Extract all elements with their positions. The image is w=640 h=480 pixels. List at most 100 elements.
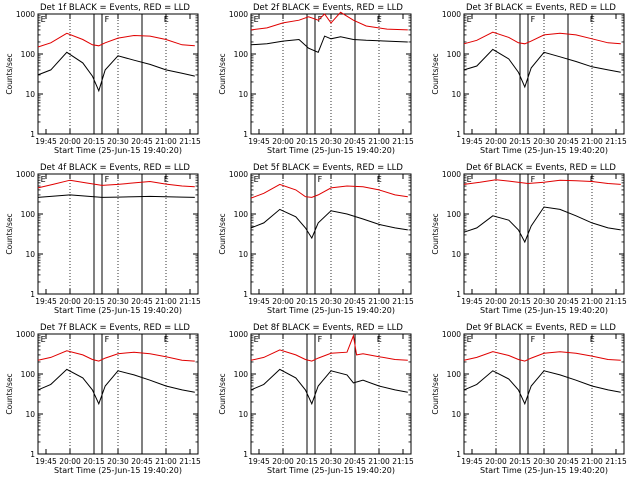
x-axis-label: Start Time (25-Jun-15 19:40:20) [480,306,608,315]
y-axis-label: Counts/sec [431,53,440,94]
series-line-lld [463,31,621,45]
flag-label: E [377,335,382,344]
flag-label: F [318,175,323,184]
flag-label: F [318,15,323,24]
y-tick-label: 1000 [442,330,461,339]
chart-title: Det 2f BLACK = Events, RED = LLD [253,3,403,13]
flag-label: E [467,175,472,184]
series-line-events [37,194,195,198]
y-tick-label: 1000 [229,10,248,19]
x-tick-label: 19:45 [35,297,57,306]
x-tick-label: 21:00 [368,297,390,306]
series-line-events [463,206,621,244]
x-tick-label: 20:45 [131,137,153,146]
y-tick-label: 10 [238,250,248,259]
y-tick-label: 10 [238,410,248,419]
chart-panel-5: Det 5f BLACK = Events, RED = LLD E F E 1 10 10… [218,163,414,315]
y-tick-label: 1 [456,130,461,139]
y-tick-label: 1000 [16,170,35,179]
x-tick-label: 20:30 [320,137,342,146]
x-tick-label: 19:45 [461,137,483,146]
flag-label: E [590,175,595,184]
y-tick-label: 100 [21,210,36,219]
x-tick-label: 21:15 [179,137,201,146]
flag-label: F [531,15,536,24]
y-axis-label: Counts/sec [431,373,440,414]
x-tick-label: 20:45 [344,297,366,306]
series-line-lld [37,32,195,48]
series-line-events [250,208,408,240]
x-tick-label: 19:45 [248,457,270,466]
x-tick-label: 20:15 [296,137,318,146]
x-tick-label: 21:00 [155,297,177,306]
x-tick-label: 20:15 [296,457,318,466]
y-tick-label: 1 [243,450,248,459]
chart-panel-3: Det 3f BLACK = Events, RED = LLD E F E 1 10 10… [431,3,627,155]
x-tick-label: 21:00 [581,137,603,146]
y-tick-label: 1 [456,450,461,459]
x-axis-label: Start Time (25-Jun-15 19:40:20) [54,306,182,315]
x-tick-label: 21:00 [368,457,390,466]
flag-label: F [531,335,536,344]
x-tick-label: 19:45 [461,297,483,306]
x-axis-label: Start Time (25-Jun-15 19:40:20) [480,146,608,155]
x-tick-label: 19:45 [248,297,270,306]
x-tick-label: 20:30 [533,297,555,306]
x-tick-label: 21:15 [392,137,414,146]
y-tick-label: 100 [447,50,462,59]
series-line-events [250,35,408,53]
x-tick-label: 20:45 [344,457,366,466]
chart-title: Det 5f BLACK = Events, RED = LLD [253,163,403,173]
x-axis-label: Start Time (25-Jun-15 19:40:20) [267,466,395,475]
x-tick-label: 20:15 [83,457,105,466]
chart-title: Det 1f BLACK = Events, RED = LLD [40,3,190,13]
flag-label: E [254,15,259,24]
x-tick-label: 20:30 [107,457,129,466]
flag-label: E [590,335,595,344]
flag-label: E [164,335,169,344]
x-tick-label: 20:30 [107,297,129,306]
y-tick-label: 100 [21,370,36,379]
x-tick-label: 20:00 [59,297,81,306]
x-tick-label: 21:15 [392,297,414,306]
flag-label: E [41,175,46,184]
x-tick-label: 20:45 [557,297,579,306]
flag-label: F [105,15,110,24]
x-tick-label: 20:30 [320,457,342,466]
x-tick-label: 20:45 [131,297,153,306]
chart-panel-9: Det 9f BLACK = Events, RED = LLD E F E 1 10 10… [431,323,627,475]
series-line-events [463,48,621,89]
flag-label: E [590,15,595,24]
x-tick-label: 20:15 [509,137,531,146]
x-tick-label: 20:45 [557,137,579,146]
y-tick-label: 1 [243,130,248,139]
x-tick-label: 21:15 [605,457,627,466]
x-tick-label: 21:00 [155,457,177,466]
y-tick-label: 1000 [16,330,35,339]
y-tick-label: 100 [447,370,462,379]
x-tick-label: 20:00 [59,137,81,146]
x-tick-label: 20:00 [485,457,507,466]
x-tick-label: 21:00 [581,297,603,306]
x-axis-label: Start Time (25-Jun-15 19:40:20) [267,306,395,315]
chart-panel-6: Det 6f BLACK = Events, RED = LLD E F E 1 10 10… [431,163,627,315]
y-tick-label: 10 [451,250,461,259]
flag-label: E [41,15,46,24]
y-tick-label: 100 [447,210,462,219]
y-tick-label: 1000 [16,10,35,19]
flag-label: E [254,175,259,184]
y-tick-label: 100 [21,50,36,59]
y-tick-label: 1000 [442,170,461,179]
y-tick-label: 100 [234,50,249,59]
flag-label: E [41,335,46,344]
flag-label: F [105,175,110,184]
series-line-lld [250,183,408,199]
chart-panel-7: Det 7f BLACK = Events, RED = LLD E F E 1 10 10… [5,323,201,475]
x-tick-label: 20:00 [272,457,294,466]
x-tick-label: 19:45 [35,137,57,146]
flag-label: E [377,175,382,184]
x-tick-label: 20:15 [296,297,318,306]
x-tick-label: 20:45 [344,137,366,146]
y-tick-label: 10 [25,90,35,99]
y-tick-label: 10 [238,90,248,99]
